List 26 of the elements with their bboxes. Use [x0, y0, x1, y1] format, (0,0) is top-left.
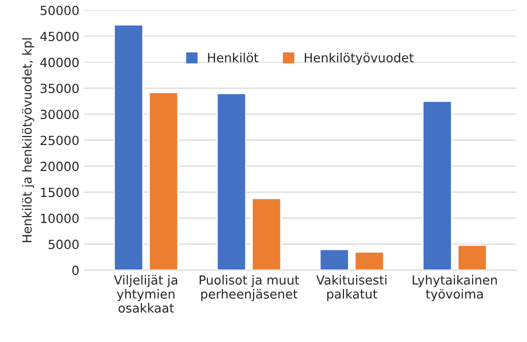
- bar: [354, 251, 384, 270]
- bar: [216, 92, 247, 270]
- y-tick-label: 35000: [40, 84, 79, 94]
- y-tick-label: 25000: [40, 136, 79, 146]
- y-tick-label: 40000: [40, 58, 79, 68]
- x-tick-label: Lyhytaikainen työvoima: [412, 275, 497, 302]
- y-tick-label: 50000: [40, 6, 79, 16]
- y-tick-label: 5000: [48, 240, 79, 250]
- y-tick-label: 0: [72, 266, 79, 276]
- bar: [422, 100, 452, 270]
- y-tick-label: 30000: [40, 110, 79, 120]
- bar: [457, 244, 488, 270]
- y-axis-title: Henkilöt ja henkilötyövuodet, kpl: [22, 38, 34, 242]
- bar: [148, 92, 179, 270]
- x-tick-label: Viljelijät ja yhtymien osakkaat: [114, 275, 178, 313]
- legend-label: Henkilötyövuodet: [304, 52, 414, 65]
- x-tick-label: Vakituisesti palkatut: [316, 275, 386, 302]
- y-tick-label: 15000: [41, 188, 79, 198]
- legend-label: Henkilöt: [208, 52, 258, 62]
- y-tick-label: 10000: [41, 214, 79, 224]
- y-tick-label: 20000: [40, 162, 79, 172]
- x-tick-label: Puolisot ja muut perheenjäsenet: [200, 275, 300, 302]
- bar: [319, 248, 350, 270]
- bar: [113, 24, 144, 270]
- bar: [251, 198, 282, 270]
- y-tick-label: 45000: [40, 32, 79, 42]
